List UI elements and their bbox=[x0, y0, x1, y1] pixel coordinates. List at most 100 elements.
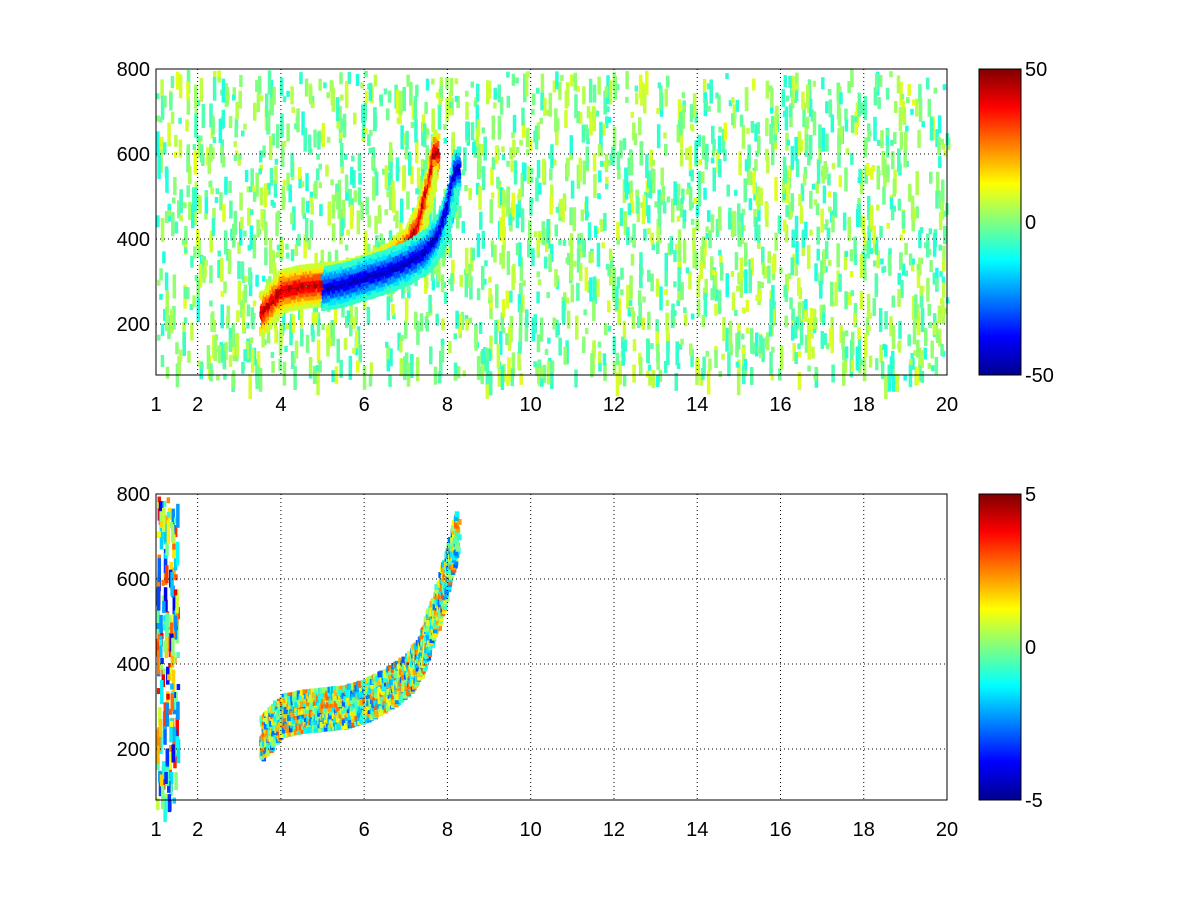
heatmap-cell bbox=[407, 273, 412, 280]
heatmap-cell bbox=[280, 272, 286, 279]
heatmap-cell bbox=[290, 86, 294, 105]
heatmap-cell bbox=[682, 209, 687, 222]
heatmap-cell bbox=[784, 224, 789, 243]
heatmap-cell bbox=[258, 150, 263, 163]
heatmap-cell bbox=[330, 179, 334, 186]
heatmap-cell bbox=[388, 243, 393, 250]
heatmap-cell bbox=[541, 221, 546, 246]
heatmap-cell bbox=[926, 277, 930, 302]
heatmap-cell bbox=[794, 351, 798, 364]
heatmap-cell bbox=[502, 225, 507, 250]
heatmap-cell bbox=[389, 161, 393, 186]
heatmap-cell bbox=[765, 118, 769, 137]
heatmap-cell bbox=[366, 266, 372, 273]
heatmap-cell bbox=[663, 143, 668, 156]
heatmap-cell bbox=[579, 262, 583, 281]
heatmap-cell bbox=[310, 202, 315, 215]
heatmap-cell bbox=[676, 124, 681, 143]
heatmap-cell bbox=[275, 212, 279, 237]
heatmap-cell bbox=[552, 80, 557, 93]
heatmap-cell bbox=[747, 144, 751, 169]
heatmap-cell bbox=[876, 204, 880, 211]
heatmap-cell bbox=[790, 257, 795, 276]
heatmap-cell bbox=[378, 254, 384, 261]
heatmap-cell bbox=[320, 274, 326, 281]
heatmap-cell bbox=[465, 318, 469, 331]
heatmap-cell bbox=[262, 145, 266, 158]
heatmap-cell bbox=[309, 298, 315, 305]
heatmap-cell bbox=[677, 99, 682, 124]
heatmap-cell bbox=[664, 88, 669, 107]
heatmap-cell bbox=[275, 124, 280, 149]
heatmap-cell bbox=[931, 365, 935, 372]
heatmap-cell bbox=[163, 308, 167, 321]
heatmap-cell bbox=[232, 223, 236, 248]
heatmap-cell bbox=[336, 338, 340, 363]
heatmap-cell bbox=[899, 234, 904, 241]
heatmap-cell bbox=[738, 162, 742, 169]
heatmap-cell bbox=[665, 75, 670, 88]
heatmap-cell bbox=[425, 78, 430, 91]
heatmap-cell bbox=[630, 253, 635, 266]
heatmap-cell bbox=[277, 270, 283, 277]
heatmap-cell bbox=[519, 372, 523, 385]
heatmap-cell bbox=[379, 233, 383, 258]
heatmap-cell bbox=[632, 364, 636, 383]
heatmap-cell bbox=[328, 322, 333, 347]
heatmap-cell bbox=[750, 120, 755, 133]
heatmap-cell bbox=[453, 168, 458, 175]
heatmap-cell bbox=[603, 362, 607, 381]
heatmap-cell bbox=[209, 143, 213, 162]
heatmap-cell bbox=[883, 158, 887, 177]
heatmap-cell bbox=[250, 168, 254, 187]
heatmap-cell bbox=[518, 242, 522, 267]
heatmap-cell bbox=[578, 157, 582, 182]
heatmap-cell bbox=[625, 96, 629, 103]
heatmap-cell bbox=[914, 294, 918, 319]
heatmap-cell bbox=[685, 147, 689, 160]
heatmap-cell bbox=[679, 123, 684, 148]
heatmap-cell bbox=[499, 96, 504, 115]
heatmap-cell bbox=[160, 95, 165, 120]
heatmap-cell bbox=[921, 121, 925, 128]
heatmap-cell bbox=[362, 297, 367, 310]
heatmap-cell bbox=[224, 176, 228, 195]
heatmap-cell bbox=[354, 330, 359, 349]
heatmap-cell bbox=[308, 372, 313, 379]
heatmap-cell bbox=[292, 206, 296, 231]
heatmap-cell bbox=[638, 74, 643, 99]
heatmap-cell bbox=[624, 175, 629, 200]
heatmap-cell bbox=[463, 147, 467, 172]
heatmap-cell bbox=[397, 332, 401, 351]
heatmap-cell bbox=[785, 95, 790, 102]
heatmap-cell bbox=[286, 90, 290, 97]
heatmap-cell bbox=[641, 317, 646, 330]
heatmap-cell bbox=[294, 244, 299, 257]
heatmap-cell bbox=[731, 97, 735, 104]
heatmap-cell bbox=[331, 370, 335, 383]
heatmap-cell bbox=[330, 291, 335, 298]
heatmap-cell bbox=[184, 226, 188, 245]
heatmap-cell bbox=[302, 212, 307, 219]
heatmap-cell bbox=[895, 374, 900, 393]
heatmap-cell bbox=[464, 315, 469, 322]
heatmap-cell bbox=[223, 373, 227, 380]
heatmap-cell bbox=[511, 73, 516, 86]
heatmap-cell bbox=[494, 320, 498, 345]
heatmap-cell bbox=[339, 72, 343, 85]
heatmap-cell bbox=[232, 355, 237, 362]
heatmap-cell bbox=[433, 144, 438, 151]
heatmap-cell bbox=[570, 284, 575, 303]
heatmap-cell bbox=[576, 248, 581, 273]
heatmap-cell bbox=[443, 137, 448, 144]
heatmap-cell bbox=[165, 168, 169, 193]
heatmap-cell bbox=[710, 288, 714, 301]
heatmap-cell bbox=[901, 263, 906, 276]
heatmap-cell bbox=[912, 320, 917, 345]
heatmap-cell bbox=[564, 109, 568, 128]
heatmap-cell bbox=[804, 334, 809, 353]
heatmap-cell bbox=[223, 281, 227, 294]
heatmap-cell bbox=[387, 90, 392, 103]
heatmap-cell bbox=[341, 277, 347, 284]
heatmap-cell bbox=[270, 317, 276, 324]
